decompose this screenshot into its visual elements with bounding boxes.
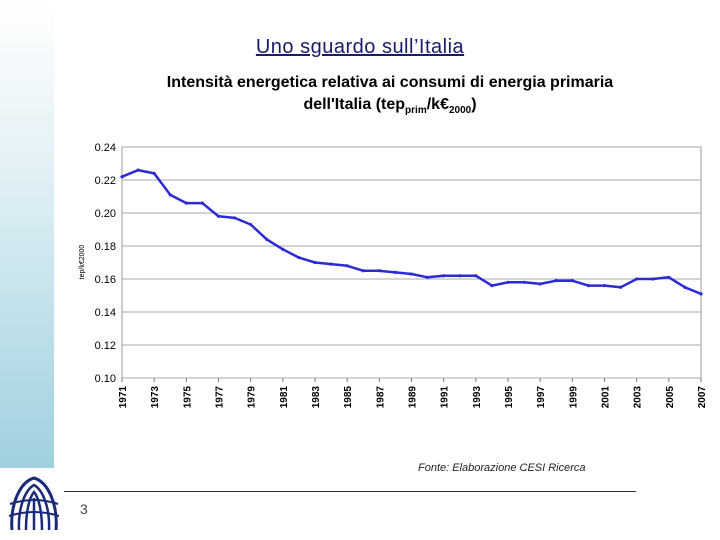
data-point (232, 216, 237, 220)
data-point (216, 214, 221, 218)
data-point (425, 275, 430, 279)
data-point (683, 285, 687, 289)
data-point (265, 237, 269, 241)
x-tick-label: 2007 (697, 386, 708, 409)
x-tick-label: 1971 (118, 386, 129, 409)
data-point (506, 280, 510, 284)
chart-title-part-b: /k€ (426, 96, 449, 113)
chart-title-sub-2000: 2000 (448, 105, 472, 117)
data-point (249, 222, 253, 227)
chart-title-line2: dell'Italia (tepprim/k€2000) (120, 94, 660, 122)
chart-title-sub-prim: prim (405, 105, 427, 117)
data-point (618, 285, 623, 289)
data-point (538, 282, 542, 286)
y-tick-label: 0.14 (95, 307, 116, 319)
y-tick-label: 0.12 (95, 340, 116, 352)
x-tick-label: 2001 (601, 386, 612, 409)
x-tick-label: 1977 (215, 386, 226, 409)
chart-title-line1: Intensità energetica relativa ai consumi… (166, 74, 614, 91)
source-note: Fonte: Elaborazione CESI Ricerca (418, 462, 586, 474)
data-point (554, 279, 558, 283)
data-point (699, 292, 703, 296)
data-point (136, 168, 140, 172)
data-point (602, 284, 607, 288)
x-tick-label: 1993 (472, 386, 483, 409)
data-point (329, 262, 333, 266)
data-point (474, 274, 478, 278)
y-tick-label: 0.24 (95, 142, 116, 154)
data-point (184, 201, 188, 205)
data-point (393, 270, 398, 274)
y-tick-label: 0.16 (95, 274, 116, 286)
confindustria-logo-icon (8, 476, 60, 531)
x-tick-label: 1981 (279, 386, 290, 409)
data-point (361, 269, 365, 273)
x-tick-label: 1973 (150, 386, 161, 409)
y-tick-label: 0.10 (95, 373, 116, 385)
data-point (586, 284, 591, 288)
data-point (152, 171, 156, 175)
x-tick-label: 1989 (408, 386, 419, 409)
data-point (570, 279, 574, 283)
x-tick-label: 1995 (504, 386, 515, 409)
data-point (313, 260, 317, 265)
data-point (522, 280, 526, 284)
data-point (377, 269, 381, 273)
x-tick-label: 1979 (247, 386, 258, 409)
x-tick-label: 1997 (536, 386, 547, 409)
data-point (651, 277, 655, 281)
data-point (297, 255, 301, 260)
data-point (345, 264, 349, 268)
data-point (635, 277, 639, 281)
x-tick-label: 2003 (633, 386, 644, 409)
y-tick-label: 0.18 (95, 241, 116, 253)
y-axis-label: tep/k€2000 (79, 245, 86, 280)
chart-title-part-a: dell'Italia (tep (303, 96, 406, 113)
y-tick-label: 0.22 (95, 175, 116, 187)
data-point (442, 274, 446, 278)
slide-title: Uno sguardo sull’Italia (255, 36, 465, 58)
x-tick-label: 1975 (182, 386, 193, 409)
x-tick-label: 1991 (440, 386, 451, 409)
data-point (409, 272, 414, 276)
x-tick-label: 2005 (665, 386, 676, 409)
data-point (281, 247, 285, 251)
side-gradient-band (0, 0, 54, 468)
footer-divider (64, 491, 636, 492)
chart-title-part-c: ) (471, 96, 477, 113)
x-tick-label: 1985 (343, 386, 354, 409)
data-point (200, 201, 205, 205)
chart-title: Intensità energetica relativa ai consumi… (120, 72, 660, 122)
x-tick-label: 1983 (311, 386, 322, 409)
data-point (458, 274, 462, 278)
data-point (490, 284, 494, 288)
page-number: 3 (80, 501, 88, 517)
x-tick-label: 1999 (568, 386, 579, 409)
data-point (168, 193, 172, 197)
data-point (667, 275, 671, 279)
plot-area (121, 146, 702, 379)
data-point (120, 175, 124, 179)
y-tick-label: 0.20 (95, 208, 116, 220)
x-tick-label: 1987 (375, 386, 386, 409)
